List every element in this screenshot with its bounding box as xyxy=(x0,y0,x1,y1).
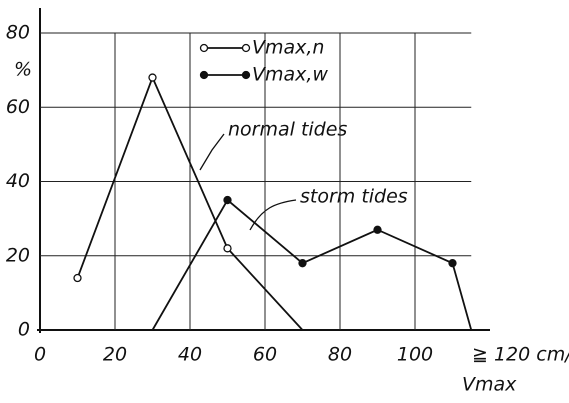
marker xyxy=(373,225,382,234)
y-tick-label: 40 xyxy=(6,170,30,192)
series-line xyxy=(151,198,473,331)
x-tick-label: 0 xyxy=(34,344,46,366)
x-axis-label: Vmax xyxy=(462,374,517,396)
x-tick-label: 80 xyxy=(328,344,352,366)
legend-marker xyxy=(199,43,209,53)
legend-label: Vmax,n xyxy=(252,37,324,59)
y-tick-label: 80 xyxy=(6,22,30,44)
x-tick-label: 100 xyxy=(397,344,433,366)
marker xyxy=(448,259,457,268)
x-tick-label: 40 xyxy=(178,344,202,366)
marker xyxy=(73,273,82,283)
legend-marker xyxy=(241,43,251,53)
y-tick-label: 0 xyxy=(18,319,30,341)
legend-marker xyxy=(199,70,209,80)
marker xyxy=(298,259,307,268)
y-tick-label: 60 xyxy=(6,96,30,118)
marker xyxy=(223,244,232,253)
marker xyxy=(223,195,232,205)
leader-line xyxy=(249,199,297,231)
annotation: normal tides xyxy=(228,119,347,141)
x-tick-label: 20 xyxy=(103,344,127,366)
y-tick-label: 20 xyxy=(6,244,30,266)
leader-line xyxy=(199,133,225,171)
x-tick-label: ≧ 120 cm/s xyxy=(472,344,569,366)
x-tick-label: 60 xyxy=(253,344,277,366)
marker xyxy=(148,73,157,82)
legend-label: Vmax,w xyxy=(252,64,328,86)
annotation: storm tides xyxy=(300,186,408,208)
legend-marker xyxy=(241,70,251,80)
y-unit-label: % xyxy=(14,59,32,81)
series-line xyxy=(76,75,304,331)
